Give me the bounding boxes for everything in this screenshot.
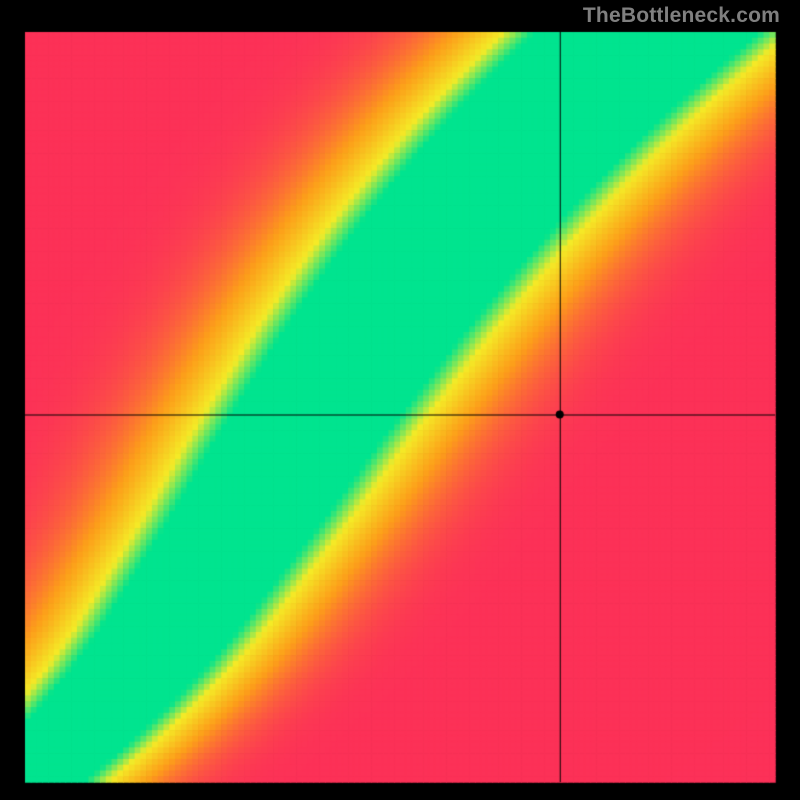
bottleneck-heatmap <box>0 0 800 800</box>
chart-container: { "watermark": { "text": "TheBottleneck.… <box>0 0 800 800</box>
watermark-text: TheBottleneck.com <box>583 4 780 28</box>
